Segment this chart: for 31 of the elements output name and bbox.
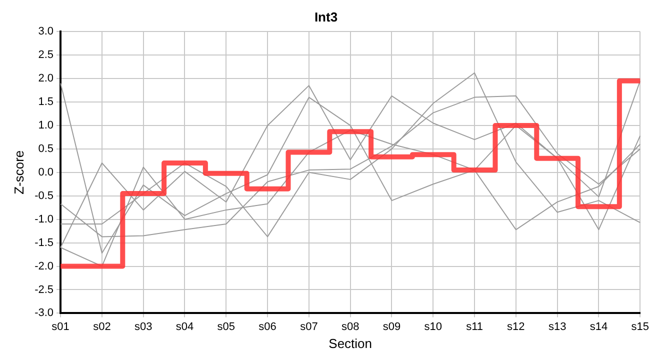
x-tick-label: s07 — [300, 320, 318, 333]
x-tick-label: s08 — [341, 320, 360, 333]
y-tick-label: 0.5 — [38, 142, 54, 155]
y-tick-label: -1.0 — [34, 213, 54, 226]
x-tick-label: s03 — [134, 320, 152, 333]
y-axis-title: Z-score — [11, 150, 26, 194]
x-tick-label: s04 — [176, 320, 194, 333]
x-tick-label: s09 — [382, 320, 401, 333]
x-tick-label: s13 — [548, 320, 566, 333]
x-tick-label: s01 — [52, 320, 70, 333]
x-axis-title: Section — [328, 336, 372, 351]
y-tick-label: 1.5 — [38, 96, 54, 108]
chart-title: Int3 — [314, 9, 338, 24]
x-tick-label: s06 — [258, 320, 276, 333]
y-tick-label: 1.0 — [38, 120, 54, 132]
x-tick-label: s02 — [93, 320, 111, 333]
y-tick-label: -0.5 — [34, 190, 54, 202]
y-tick-label: -1.5 — [34, 236, 54, 249]
y-tick-label: 3.0 — [38, 26, 54, 38]
x-tick-label: s11 — [466, 320, 483, 333]
x-tick-label: s05 — [217, 320, 236, 333]
x-tick-label: s10 — [424, 320, 442, 333]
y-tick-label: 2.5 — [38, 49, 54, 62]
y-tick-label: 0.0 — [38, 166, 54, 178]
y-tick-label: -2.0 — [34, 260, 54, 272]
x-tick-label: s15 — [631, 320, 650, 333]
y-tick-label: 2.0 — [38, 72, 54, 85]
y-tick-label: -3.0 — [34, 307, 54, 320]
y-tick-label: -2.5 — [34, 284, 54, 296]
x-tick-label: s14 — [590, 320, 608, 333]
x-tick-label: s12 — [507, 320, 525, 333]
